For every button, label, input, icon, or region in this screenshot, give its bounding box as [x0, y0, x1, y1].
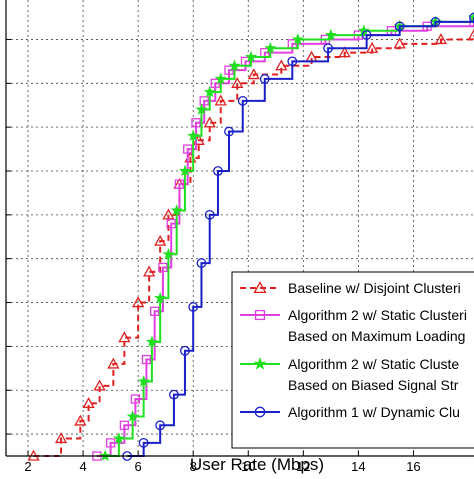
x-tick-label: 2	[24, 459, 31, 474]
circle-marker	[196, 258, 207, 268]
star-marker	[291, 33, 304, 45]
x-tick-label: 12	[296, 459, 310, 474]
square-marker	[183, 144, 193, 154]
square-marker	[174, 179, 185, 189]
star-marker	[154, 291, 167, 304]
circle-marker	[394, 21, 405, 32]
circle-marker	[323, 43, 333, 54]
square-marker	[254, 309, 266, 321]
triangle-marker	[338, 46, 351, 58]
series-line	[33, 35, 474, 457]
circle-marker	[254, 406, 266, 418]
circle-marker	[204, 209, 215, 220]
star-marker	[203, 85, 216, 98]
triangle-marker	[393, 37, 406, 49]
series-line	[105, 17, 474, 457]
square-marker	[158, 262, 168, 273]
triangle-marker	[74, 414, 87, 426]
legend-label: Algorithm 2 w/ Static Clusteri	[288, 307, 467, 323]
triangle-marker	[93, 379, 106, 391]
star-marker	[324, 28, 337, 41]
triangle-marker	[253, 281, 267, 294]
x-tick-label: 8	[190, 459, 197, 474]
series-layer	[27, 11, 474, 462]
triangle-marker	[467, 28, 474, 40]
circle-marker	[180, 345, 190, 356]
circle-marker	[361, 30, 372, 40]
triangle-marker	[132, 296, 145, 308]
circle-marker	[138, 437, 149, 448]
square-marker	[191, 118, 201, 128]
star-marker	[145, 335, 158, 348]
circle-marker	[155, 420, 166, 431]
triangle-marker	[247, 68, 260, 80]
star-marker	[112, 432, 125, 444]
triangle-marker	[275, 59, 288, 71]
circle-marker	[237, 95, 248, 106]
triangle-marker	[107, 357, 120, 369]
star-marker	[357, 24, 370, 36]
x-tick-label: 4	[79, 459, 86, 474]
triangle-marker	[162, 208, 175, 220]
triangle-marker	[54, 432, 68, 444]
triangle-marker	[118, 331, 131, 343]
star-marker	[162, 247, 175, 260]
x-tick-label: 10	[241, 459, 255, 474]
triangle-marker	[203, 116, 216, 128]
legend-label: Based on Biased Signal Str	[288, 377, 459, 393]
square-marker	[224, 65, 234, 75]
legend-label: Baseline w/ Disjoint Clusteri	[288, 280, 461, 296]
series-line	[127, 17, 474, 457]
circle-marker	[169, 389, 179, 400]
legend: Baseline w/ Disjoint Clusteri Algorithm 2…	[231, 271, 474, 449]
triangle-marker	[434, 33, 448, 45]
triangle-marker	[231, 76, 244, 88]
star-marker	[137, 375, 150, 387]
star-marker	[195, 103, 208, 115]
circle-marker	[430, 17, 441, 27]
triangle-marker	[214, 94, 227, 106]
x-tick-label: 16	[406, 459, 420, 474]
triangle-marker	[82, 397, 95, 409]
circle-marker	[469, 12, 474, 23]
star-marker	[214, 72, 227, 85]
series-4	[122, 12, 474, 461]
square-marker	[119, 420, 130, 430]
legend-label: Algorithm 2 w/ Static Cluste	[288, 356, 459, 372]
square-marker	[166, 218, 176, 229]
circle-marker	[259, 74, 270, 84]
star-marker	[264, 41, 277, 54]
star-marker	[187, 129, 200, 142]
circle-marker	[287, 56, 298, 67]
square-marker	[130, 394, 141, 404]
star-marker	[178, 164, 192, 177]
square-marker	[150, 306, 160, 316]
star-marker	[170, 204, 183, 216]
star-marker	[126, 410, 139, 422]
square-marker	[105, 438, 116, 448]
star-marker	[228, 59, 241, 71]
triangle-marker	[154, 234, 167, 246]
legend-box	[231, 271, 474, 449]
axes-layer: 2 4 6 8 10 12 14 16	[5, 0, 474, 474]
legend-label: Based on Maximum Loading	[288, 328, 465, 344]
x-tick-label: 6	[135, 459, 142, 474]
triangle-marker	[366, 41, 379, 53]
circle-marker	[224, 126, 234, 137]
x-axis-label: User Rate (Mbps)	[190, 455, 324, 474]
legend-label: Algorithm 1 w/ Dynamic Clu	[288, 404, 460, 420]
circle-marker	[213, 166, 223, 176]
star-marker	[244, 50, 258, 63]
x-tick-label: 14	[351, 459, 365, 474]
circle-marker	[188, 302, 199, 312]
square-marker	[210, 78, 220, 88]
triangle-marker	[143, 265, 156, 277]
square-marker	[199, 96, 209, 106]
square-marker	[141, 354, 152, 365]
series-1	[27, 28, 474, 461]
star-marker	[253, 357, 267, 370]
